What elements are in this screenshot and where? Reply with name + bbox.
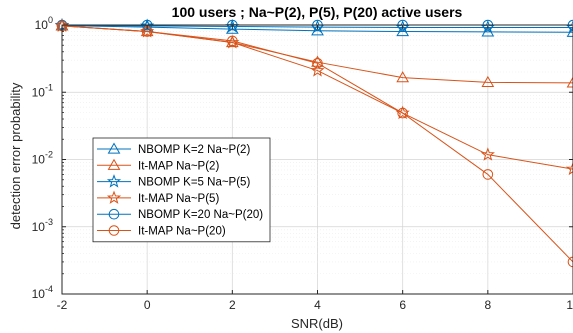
legend-label: NBOMP K=5 Na~P(5): [138, 177, 250, 189]
legend-entry: It-MAP Na~P(5): [97, 190, 219, 205]
data-point: [482, 169, 494, 180]
data-point: [565, 161, 573, 176]
data-point: [107, 158, 121, 170]
x-axis-label: SNR(dB): [291, 316, 343, 331]
data-point: [310, 63, 325, 77]
legend-entry: NBOMP K=5 Na~P(5): [97, 174, 250, 189]
y-tick-label: 10-4: [32, 284, 53, 301]
data-point: [481, 75, 495, 88]
legend-label: It-MAP Na~P(2): [138, 160, 219, 172]
data-point: [227, 35, 238, 47]
data-point: [106, 190, 122, 204]
legend-entry: NBOMP K=2 Na~P(2): [97, 142, 250, 156]
data-point: [312, 57, 323, 69]
y-tick-label: 10-1: [32, 82, 53, 99]
data-point: [107, 142, 121, 154]
x-tick-label: 10: [566, 298, 573, 312]
tick-labels: -2 0 2 4 6 8 10 10-4 10-3 10-2 10-1 100: [32, 15, 573, 312]
data-point: [108, 225, 120, 236]
x-tick-label: 4: [314, 298, 321, 312]
legend-label: It-MAP Na~P(5): [138, 193, 219, 205]
series-6: [56, 20, 573, 268]
x-tick-label: 6: [399, 298, 406, 312]
chart-title: 100 users ; Na~P(2), P(5), P(20) active …: [172, 4, 463, 20]
y-tick-label: 10-2: [32, 150, 53, 167]
x-tick-label: 2: [229, 298, 236, 312]
data-point: [108, 208, 120, 220]
data-point: [106, 174, 122, 188]
x-tick-label: 0: [144, 298, 151, 312]
data-point: [480, 147, 495, 161]
data-point: [396, 71, 410, 83]
legend: NBOMP K=2 Na~P(2) It-MAP Na~P(2) NBOMP K=5…: [92, 137, 271, 243]
legend-label: NBOMP K=2 Na~P(2): [138, 144, 250, 156]
data-point: [311, 55, 324, 67]
data-point: [566, 76, 573, 88]
y-axis-label: detection error probability: [8, 82, 23, 229]
x-tick-label: -2: [57, 298, 68, 312]
legend-entry: It-MAP Na~P(20): [97, 225, 226, 238]
data-point: [397, 107, 408, 119]
legend-label: It-MAP Na~P(20): [138, 226, 226, 238]
legend-entry: NBOMP K=20 Na~P(20): [97, 208, 263, 221]
data-point: [140, 25, 154, 37]
legend-label: NBOMP K=20 Na~P(20): [138, 209, 263, 221]
legend-entry: It-MAP Na~P(2): [97, 158, 219, 172]
series-line: [61, 25, 573, 263]
legend-box: [92, 137, 271, 243]
x-tick-label: 8: [484, 298, 491, 312]
y-tick-label: 100: [35, 15, 53, 32]
data-point: [567, 256, 573, 268]
y-tick-label: 10-3: [32, 217, 53, 234]
axes: [61, 24, 573, 295]
